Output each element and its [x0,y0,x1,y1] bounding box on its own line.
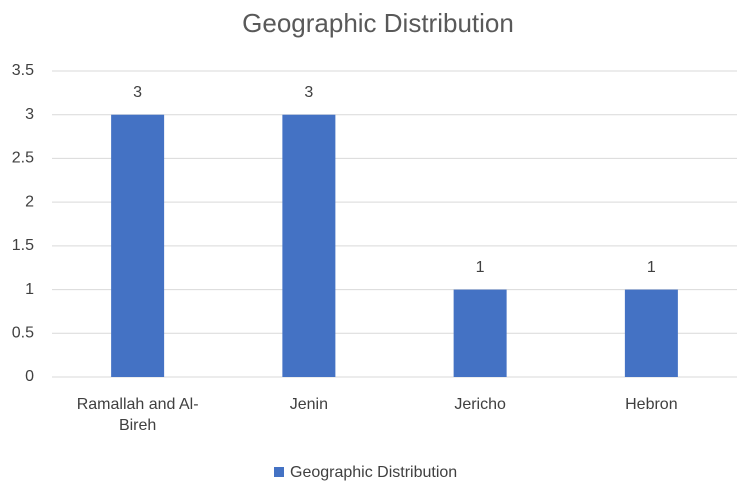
data-label: 1 [476,259,485,276]
y-tick-label: 1.5 [12,237,34,254]
bar [111,114,165,377]
x-tick-label-box: Ramallah and Al-Bireh [76,396,199,434]
x-tick-label: Jenin [289,396,328,413]
bar [624,289,678,377]
legend-swatch [274,467,284,477]
bar [453,289,507,377]
y-tick-label: 2.5 [12,150,34,167]
legend-item: Geographic Distribution [274,464,457,481]
y-tick-label: 2 [25,193,34,210]
x-tick-label: Hebron [625,396,678,413]
y-tick-label: 0.5 [12,325,34,342]
bar [282,114,336,377]
y-tick-label: 3 [25,106,34,123]
y-tick-label: 0 [25,368,34,385]
x-tick-label: Jericho [454,396,506,413]
legend-label: Geographic Distribution [290,464,457,481]
x-tick-label-box: Jenin [289,396,328,413]
x-tick-label: Ramallah and Al-Bireh [76,396,199,434]
x-tick-label-box: Jericho [454,396,506,413]
data-label: 3 [304,84,313,101]
data-label: 3 [133,84,142,101]
x-tick-label-box: Hebron [625,396,678,413]
y-tick-label: 1 [25,281,34,298]
chart-title: Geographic Distribution [242,8,514,38]
y-tick-label: 3.5 [12,62,34,79]
data-label: 1 [647,259,656,276]
